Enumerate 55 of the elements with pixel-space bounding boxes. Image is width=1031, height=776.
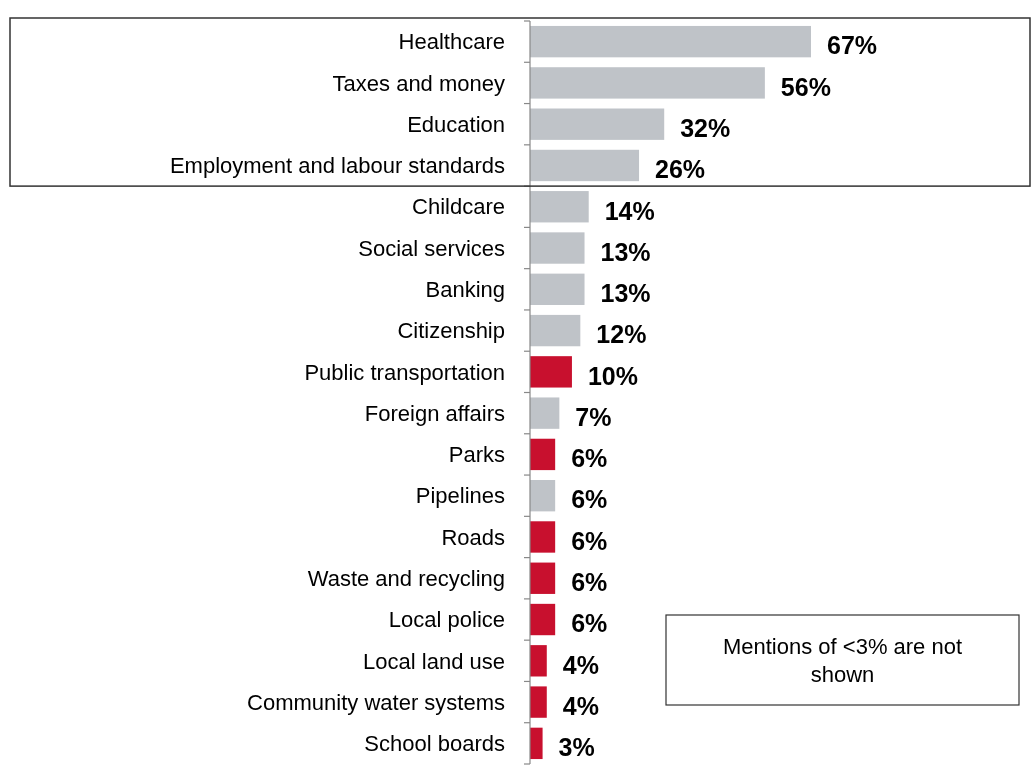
y-tick-label: Community water systems: [247, 689, 505, 715]
data-label: 6%: [571, 609, 608, 638]
data-label: 6%: [571, 444, 608, 473]
y-tick-label: Foreign affairs: [364, 400, 505, 426]
data-label: 4%: [562, 691, 599, 720]
bar: [530, 191, 589, 223]
y-tick-label: Pipelines: [415, 483, 505, 509]
y-tick-label: Parks: [448, 442, 505, 468]
bar: [530, 603, 556, 636]
bar: [530, 25, 811, 58]
data-label: 56%: [780, 72, 831, 101]
y-tick-label: Public transportation: [304, 359, 505, 385]
bar: [530, 108, 665, 140]
bar: [530, 397, 560, 429]
bar: [530, 480, 556, 512]
bar: [530, 438, 556, 471]
y-tick-label: Citizenship: [397, 318, 505, 344]
data-label: 32%: [680, 113, 731, 142]
y-tick-label: Waste and recycling: [307, 565, 505, 591]
data-label: 3%: [558, 733, 595, 762]
y-tick-label: Social services: [358, 235, 505, 261]
data-label: 12%: [596, 320, 647, 349]
bar: [530, 356, 572, 388]
bar: [530, 149, 640, 182]
bar: [530, 521, 556, 553]
data-label: 6%: [571, 485, 608, 514]
y-tick-label: Local land use: [363, 648, 505, 674]
bar: [530, 686, 547, 718]
y-tick-label: Employment and labour standards: [169, 153, 505, 179]
y-tick-label: Banking: [425, 277, 505, 303]
y-tick-label: School boards: [364, 731, 505, 757]
y-tick-label: Local police: [388, 607, 505, 633]
bar: [530, 727, 543, 760]
data-label: 4%: [562, 650, 599, 679]
bar: [530, 232, 585, 264]
y-tick-label: Roads: [441, 524, 505, 550]
annotation: Mentions of <3% are not shown: [722, 633, 963, 687]
data-label: 67%: [827, 31, 878, 60]
data-label: 6%: [571, 526, 608, 555]
y-tick-label: Education: [407, 111, 505, 137]
y-tick-label: Childcare: [412, 194, 505, 220]
y-tick-label: Healthcare: [398, 29, 505, 55]
data-label: 6%: [571, 568, 608, 596]
data-label: 14%: [604, 196, 655, 225]
bar: [530, 67, 765, 99]
data-label: 13%: [600, 237, 651, 266]
data-label: 7%: [575, 402, 612, 431]
bar: [530, 562, 556, 594]
data-label: 10%: [587, 361, 638, 390]
bar: [530, 645, 547, 677]
data-label: 26%: [655, 155, 706, 184]
bar: [530, 273, 585, 305]
data-label: 13%: [600, 279, 651, 308]
y-tick-label: Taxes and money: [332, 70, 505, 96]
bar: [530, 314, 581, 347]
